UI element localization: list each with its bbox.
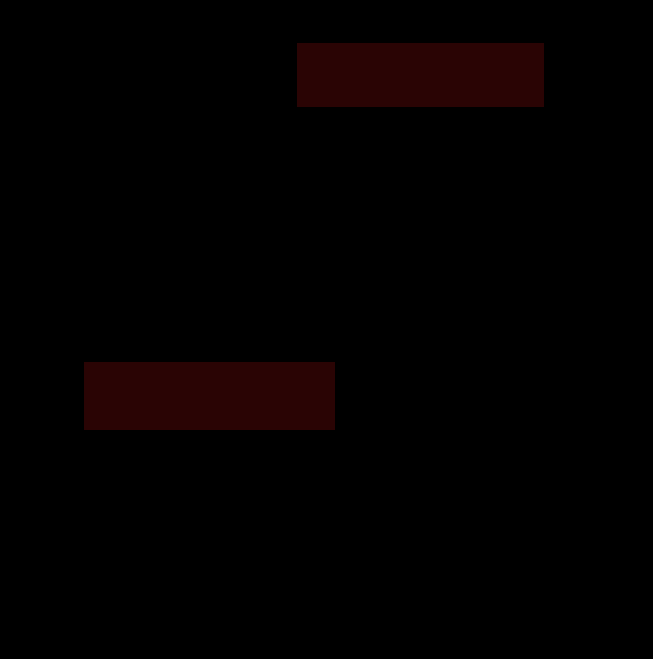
watermark-top (297, 43, 544, 107)
watermark-middle (84, 362, 335, 430)
